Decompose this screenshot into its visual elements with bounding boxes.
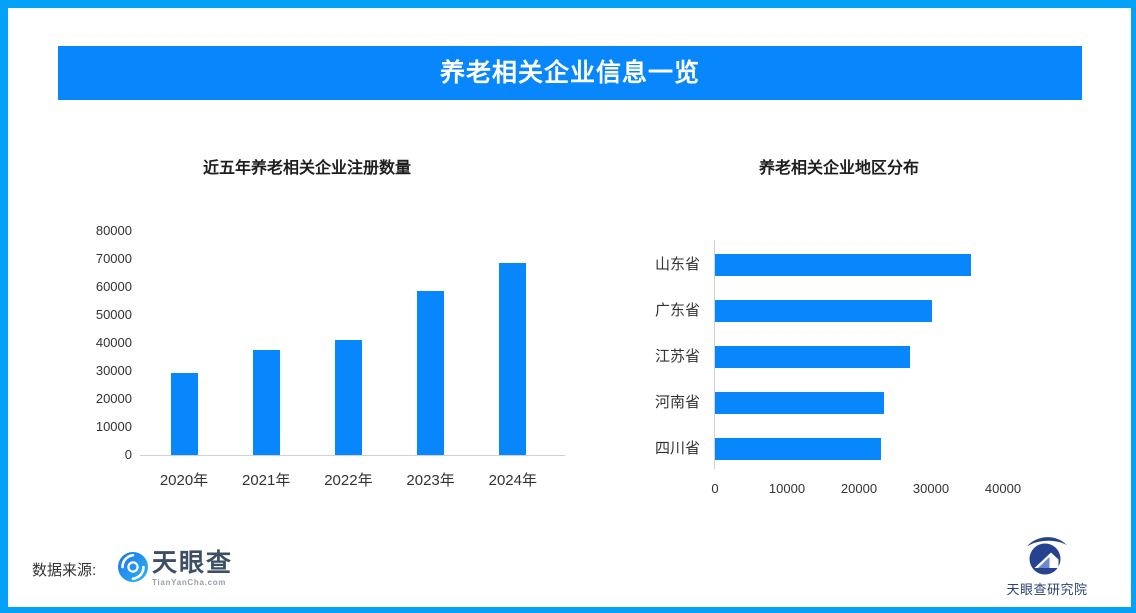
registrations-bar-chart bbox=[140, 231, 565, 456]
bar-2024年 bbox=[499, 263, 527, 455]
x-axis-tick-label: 10000 bbox=[768, 481, 806, 496]
bar-山东省 bbox=[715, 254, 971, 276]
y-axis-tick-label: 20000 bbox=[95, 391, 132, 406]
x-axis-line bbox=[140, 455, 565, 456]
category-label-广东省: 广东省 bbox=[654, 302, 700, 319]
x-axis-tick-label: 30000 bbox=[912, 481, 950, 496]
x-axis-category-label: 2022年 bbox=[324, 472, 373, 489]
x-axis-tick-label: 40000 bbox=[984, 481, 1022, 496]
page-title: 养老相关企业信息一览 bbox=[58, 46, 1082, 100]
bar-四川省 bbox=[715, 438, 881, 460]
left-chart-x-axis: 2020年 2021年 2022年 2023年 2024年 bbox=[140, 469, 560, 491]
tianyancha-wordmark: 天眼查 TianYanCha.com bbox=[152, 549, 233, 587]
y-axis-tick-label: 30000 bbox=[95, 363, 132, 378]
bar-河南省 bbox=[715, 392, 885, 414]
region-chart-category-axis: 山东省广东省江苏省河南省四川省 bbox=[608, 240, 700, 472]
left-chart-title: 近五年养老相关企业注册数量 bbox=[202, 160, 411, 177]
data-source-label: 数据来源: bbox=[32, 562, 97, 579]
bar-2021年 bbox=[252, 350, 280, 455]
institute-logo-text: 天眼查研究院 bbox=[1006, 582, 1088, 597]
y-axis-tick-label: 70000 bbox=[95, 251, 132, 266]
right-chart-title: 养老相关企业地区分布 bbox=[758, 160, 919, 177]
tianyancha-logo-domain: TianYanCha.com bbox=[152, 578, 227, 587]
y-axis-tick-label: 50000 bbox=[95, 307, 132, 322]
bar-2020年 bbox=[170, 372, 198, 455]
bar-江苏省 bbox=[715, 346, 911, 368]
tianyancha-institute-logo-icon bbox=[1024, 537, 1068, 575]
category-label-山东省: 山东省 bbox=[654, 256, 700, 273]
region-bar-chart bbox=[715, 240, 1124, 472]
y-axis-tick-label: 40000 bbox=[95, 335, 132, 350]
x-axis-category-label: 2021年 bbox=[242, 472, 291, 489]
x-axis-tick-label: 0 bbox=[711, 481, 719, 496]
bar-2022年 bbox=[334, 340, 362, 455]
y-axis-tick-label: 0 bbox=[124, 447, 132, 462]
bar-2023年 bbox=[417, 291, 445, 455]
y-axis-tick-label: 80000 bbox=[95, 223, 132, 238]
x-axis-category-label: 2020年 bbox=[159, 472, 209, 489]
bar-广东省 bbox=[715, 300, 933, 322]
y-axis-tick-label: 60000 bbox=[95, 279, 132, 294]
x-axis-category-label: 2024年 bbox=[488, 472, 537, 489]
tianyancha-logo-text: 天眼查 bbox=[152, 549, 234, 577]
category-label-江苏省: 江苏省 bbox=[654, 348, 700, 365]
y-axis-line bbox=[714, 240, 715, 469]
category-label-河南省: 河南省 bbox=[654, 394, 700, 411]
tianyancha-logo-icon bbox=[118, 552, 148, 582]
region-chart-x-axis: 0 10000 20000 30000 40000 bbox=[711, 481, 1124, 499]
left-chart-y-axis: 0 10000 20000 30000 40000 50000 60000 70000 8000… bbox=[44, 8, 132, 508]
x-axis-tick-label: 20000 bbox=[840, 481, 878, 496]
x-axis-category-label: 2023年 bbox=[406, 472, 455, 489]
y-axis-tick-label: 10000 bbox=[95, 419, 132, 434]
content-area: 养老相关企业信息一览 近五年养老相关企业注册数量 养老相关企业地区分布 0 100… bbox=[8, 8, 1131, 607]
category-label-四川省: 四川省 bbox=[654, 440, 700, 457]
